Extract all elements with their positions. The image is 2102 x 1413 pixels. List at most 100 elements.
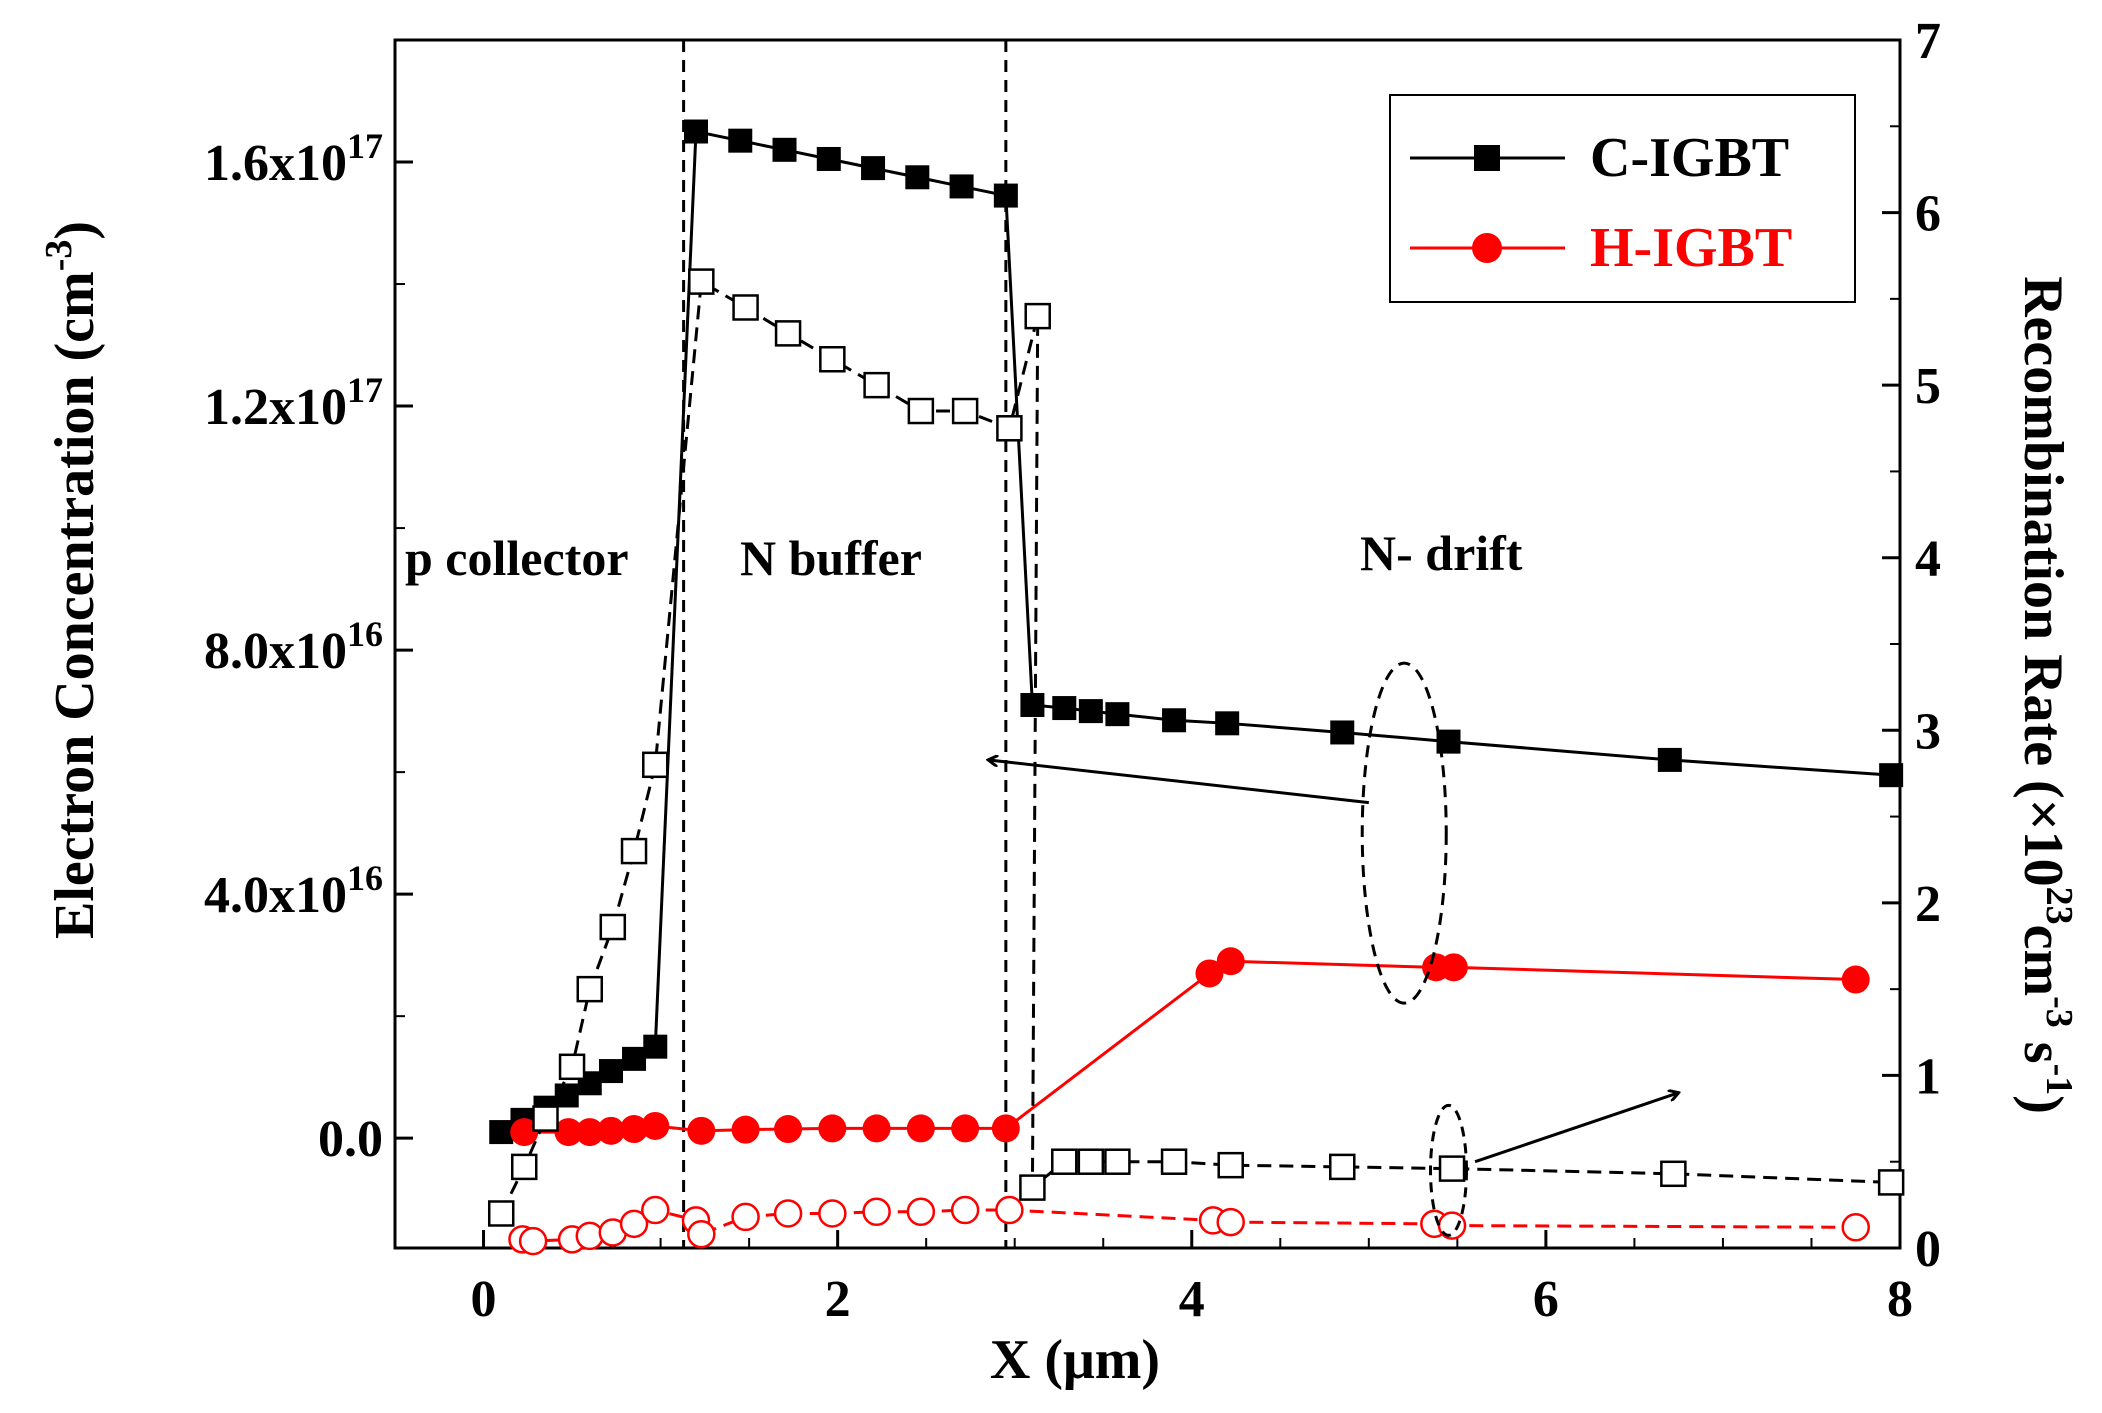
data-point	[554, 1083, 579, 1108]
data-point	[731, 1202, 760, 1232]
series-h-igbt-recombination	[508, 1195, 1870, 1256]
data-point	[1216, 1207, 1245, 1237]
data-point	[774, 1115, 803, 1144]
data-point	[728, 128, 753, 153]
region-dividers	[682, 40, 1008, 1248]
y-left-tick-label: 1.6x1017	[204, 126, 383, 192]
y-axis-right-label: Recombination Rate (×1023cm-3 s-1)	[2012, 276, 2080, 1114]
data-point	[816, 146, 841, 171]
data-point	[622, 1046, 647, 1071]
data-point	[687, 1116, 716, 1145]
data-point	[1439, 953, 1468, 982]
data-point	[731, 1115, 760, 1144]
data-point	[1329, 1153, 1356, 1181]
x-axis-label: X (μm)	[990, 1329, 1160, 1391]
x-tick-label: 4	[1179, 1271, 1205, 1328]
x-tick-label: 8	[1887, 1271, 1913, 1328]
data-point	[862, 1197, 891, 1227]
ellipse-left-axis	[1360, 661, 1448, 1005]
data-point	[1660, 1160, 1687, 1188]
region-label-n-drift: N- drift	[1360, 525, 1523, 581]
legend-label-c-igbt: C-IGBT	[1590, 127, 1789, 189]
series-line	[522, 1208, 1856, 1243]
data-point	[863, 371, 890, 399]
data-point	[1215, 711, 1240, 736]
series-line	[524, 959, 1856, 1134]
data-point	[511, 1153, 538, 1181]
data-point	[862, 1114, 891, 1143]
data-point	[554, 1118, 583, 1147]
y-left-tick-label: 0.0	[318, 1111, 383, 1168]
data-point	[532, 1105, 559, 1132]
data-point	[1438, 1155, 1466, 1182]
series-c-igbt-recombination	[487, 268, 1905, 1227]
data-point	[951, 1114, 980, 1143]
annotations	[988, 661, 1679, 1237]
legend: C-IGBT H-IGBT	[1389, 94, 1856, 303]
data-point	[774, 320, 802, 347]
data-series	[487, 119, 1905, 1256]
data-point	[642, 751, 669, 779]
data-point	[1077, 1148, 1105, 1175]
data-point	[732, 294, 759, 321]
data-point	[576, 975, 604, 1003]
data-point	[641, 1195, 670, 1225]
data-point	[1162, 708, 1187, 733]
data-point	[599, 913, 627, 941]
data-point	[1216, 947, 1245, 976]
data-point	[1104, 1148, 1131, 1175]
data-point	[1877, 1169, 1905, 1196]
data-point	[487, 1200, 515, 1227]
data-point	[1657, 747, 1682, 772]
region-label-n-buffer: N buffer	[740, 530, 922, 586]
data-point	[558, 1053, 586, 1081]
data-point	[489, 1120, 514, 1145]
data-point	[1330, 720, 1355, 745]
data-point	[996, 415, 1023, 442]
series-h-igbt	[510, 947, 1870, 1147]
data-point	[620, 1115, 649, 1144]
arrow-to-left-axis	[988, 760, 1369, 805]
y-right-tick-label: 2	[1915, 876, 1941, 933]
y-axis-left-label: Electron Concentration (cm-3)	[38, 221, 106, 939]
data-point	[995, 1195, 1024, 1225]
data-point	[1105, 702, 1130, 727]
data-point	[597, 1116, 626, 1145]
x-tick-label: 0	[471, 1271, 497, 1328]
data-point	[949, 174, 974, 199]
data-point	[575, 1221, 605, 1251]
y-right-tick-label: 7	[1915, 13, 1941, 70]
ellipse-right-axis	[1429, 1103, 1468, 1237]
arrow-to-right-axis	[1474, 1093, 1679, 1164]
y-left-tick-label: 8.0x1016	[204, 614, 383, 680]
data-point	[641, 1111, 670, 1140]
x-tick-label: 2	[825, 1271, 851, 1328]
data-point	[818, 1199, 847, 1228]
data-point	[905, 165, 930, 190]
data-point	[861, 156, 886, 181]
data-point	[818, 1114, 847, 1143]
plot-axes: 0 2 4 6 8 0.0 4.0x1016 8.0x1016 1.2x1017 1.6x1017…	[204, 13, 1941, 1328]
x-tick-label: 6	[1533, 1271, 1559, 1328]
y-right-tick-label: 4	[1915, 531, 1941, 588]
data-point	[684, 119, 708, 144]
y-right-tick-label: 1	[1915, 1048, 1941, 1105]
region-label-p-collector: p collector	[405, 530, 629, 586]
data-point	[1051, 1148, 1078, 1175]
series-line	[499, 279, 1892, 1215]
data-point	[772, 137, 797, 162]
data-point	[1020, 693, 1045, 718]
y-right-tick-label: 5	[1915, 358, 1941, 415]
data-point	[1437, 1211, 1467, 1240]
y-right-tick-label: 3	[1915, 703, 1941, 760]
data-point	[773, 1199, 803, 1228]
data-point	[620, 837, 648, 865]
data-point	[619, 1209, 649, 1239]
legend-label-h-igbt: H-IGBT	[1590, 217, 1792, 279]
legend-box	[1389, 94, 1856, 303]
y-left-tick-label: 1.2x1017	[204, 370, 383, 436]
legend-marker-h-igbt	[1472, 233, 1502, 263]
data-point	[951, 397, 979, 425]
data-point	[688, 268, 715, 295]
